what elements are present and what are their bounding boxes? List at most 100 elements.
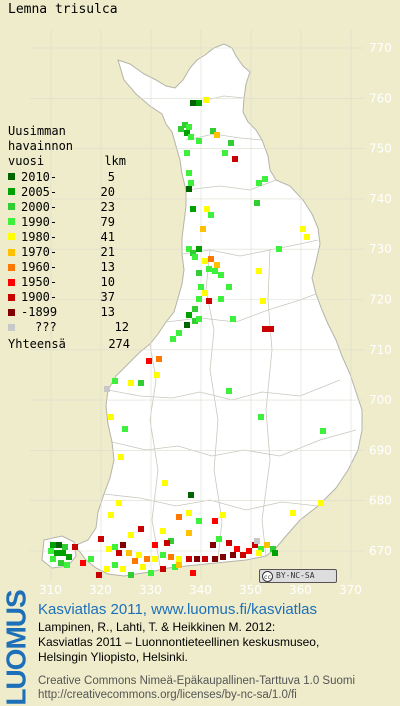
occurrence-square	[112, 378, 118, 384]
legend-count: 5	[107, 169, 115, 184]
occurrence-square	[108, 414, 114, 420]
occurrence-square	[66, 554, 72, 560]
occurrence-square	[230, 316, 236, 322]
legend-swatch	[8, 293, 15, 301]
occurrence-square	[240, 552, 246, 558]
occurrence-square	[50, 542, 56, 548]
occurrence-square	[202, 556, 208, 562]
occurrence-square	[176, 556, 182, 562]
occurrence-square	[186, 312, 192, 318]
northing-axis: 770 760 750 740 730 720 710 700 690 680 670	[369, 41, 392, 558]
occurrence-square	[270, 546, 276, 552]
occurrence-square	[226, 388, 232, 394]
occurrence-square	[176, 514, 182, 520]
legend-swatch	[8, 218, 15, 226]
occurrence-square	[138, 526, 144, 532]
occurrence-square	[184, 322, 190, 328]
legend-row: 2010- 5	[8, 169, 130, 184]
northing-tick-label: 740	[369, 192, 392, 206]
occurrence-square	[196, 316, 202, 322]
occurrence-square	[168, 554, 174, 560]
occurrence-square	[192, 306, 198, 312]
occurrence-square	[190, 206, 196, 212]
occurrence-square	[104, 566, 110, 572]
legend-swatch	[8, 308, 15, 316]
legend-row: 2005- 20	[8, 184, 130, 199]
occurrence-square	[172, 564, 178, 570]
legend-count: 79	[100, 214, 115, 229]
grid-lines	[30, 30, 364, 580]
license-badge[interactable]: cc BY-NC-SA	[259, 569, 337, 583]
occurrence-square	[148, 570, 154, 576]
occurrence-square	[212, 556, 218, 562]
legend-total-label: Yhteensä	[8, 337, 66, 352]
legend-swatch	[8, 248, 15, 256]
occurrence-square	[60, 550, 66, 556]
occurrence-square	[162, 480, 168, 486]
occurrence-square	[64, 562, 70, 568]
legend-header-line-2: havainnon	[8, 139, 74, 153]
occurrence-square	[186, 170, 192, 176]
occurrence-square	[50, 556, 56, 562]
occurrence-square	[186, 124, 192, 130]
occurrence-square	[120, 542, 126, 548]
species-title: Lemna trisulca	[8, 2, 118, 17]
occurrence-square	[222, 150, 228, 156]
legend-header-line-1: Uusimman	[8, 124, 66, 138]
license-line-2[interactable]: http://creativecommons.org/licenses/by-n…	[38, 689, 297, 701]
legend-year-label: ???	[35, 320, 57, 335]
occurrence-square	[106, 546, 112, 552]
legend-swatch	[8, 188, 15, 196]
occurrence-square	[116, 500, 122, 506]
northing-tick-label: 720	[369, 293, 392, 307]
occurrence-square	[120, 566, 126, 572]
occurrence-square	[258, 546, 264, 552]
occurrence-square	[210, 542, 216, 548]
legend-count: 23	[100, 199, 115, 214]
occurrence-square	[190, 250, 196, 256]
legend-count: 20	[100, 184, 115, 199]
occurrence-square	[176, 330, 182, 336]
occurrence-square	[206, 266, 212, 272]
occurrence-square	[264, 542, 270, 548]
occurrence-square	[202, 290, 208, 296]
legend-swatch	[8, 203, 15, 211]
occurrence-square	[192, 318, 198, 324]
legend-count: 10	[100, 275, 115, 290]
occurrence-square	[192, 254, 198, 260]
occurrence-square	[290, 510, 296, 516]
occurrence-square	[198, 284, 204, 290]
occurrence-square	[118, 454, 124, 460]
occurrence-square	[258, 414, 264, 420]
occurrence-square	[246, 548, 252, 554]
occurrence-square	[128, 532, 134, 538]
occurrence-square	[88, 556, 94, 562]
legend-row: 1970- 21	[8, 244, 130, 259]
occurrence-square	[98, 536, 104, 542]
legend-year-label: 1990-	[21, 214, 58, 229]
legend-year-label: 1900-	[21, 290, 58, 305]
occurrence-square	[256, 180, 262, 186]
occurrence-square	[252, 542, 258, 548]
northing-tick-label: 750	[369, 142, 392, 156]
occurrence-square	[214, 132, 220, 138]
region-borders	[103, 95, 357, 567]
occurrence-square	[54, 550, 60, 556]
citation-line-1: Lampinen, R., Lahti, T. & Heikkinen M. 2…	[38, 620, 276, 634]
occurrence-square	[112, 562, 118, 568]
atlas-link[interactable]: Kasviatlas 2011, www.luomus.fi/kasviatla…	[38, 601, 318, 618]
occurrence-square	[154, 372, 160, 378]
cc-icon: cc	[262, 570, 273, 582]
occurrence-square	[62, 544, 68, 550]
occurrence-square	[190, 570, 196, 576]
legend-count: 13	[100, 305, 115, 320]
occurrence-square	[188, 492, 194, 498]
occurrence-square	[184, 130, 190, 136]
legend-row: 1990- 79	[8, 214, 130, 229]
occurrence-square	[196, 270, 202, 276]
occurrence-square	[108, 512, 114, 518]
legend-row: ??? 12	[8, 320, 130, 335]
legend-swatch	[8, 278, 15, 286]
occurrence-square	[202, 258, 208, 264]
occurrence-square	[152, 556, 158, 562]
